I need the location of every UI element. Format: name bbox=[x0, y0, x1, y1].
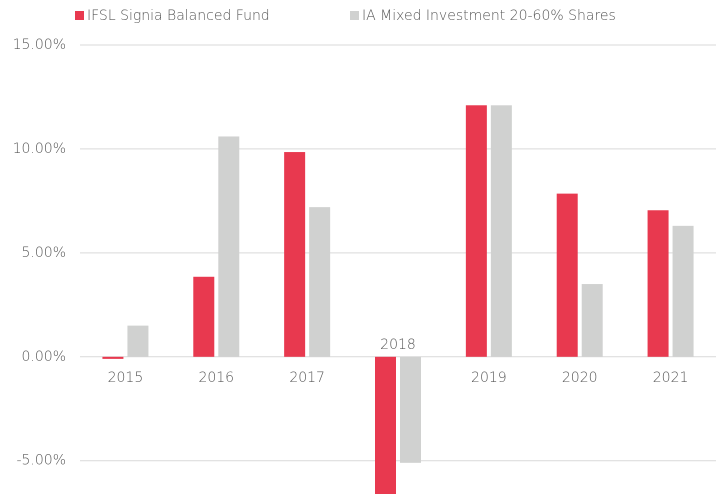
bar bbox=[556, 193, 578, 357]
x-tick-label: 2021 bbox=[653, 370, 689, 386]
y-tick-label: 5.00% bbox=[22, 245, 66, 261]
x-tick-label: 2016 bbox=[198, 370, 234, 386]
bar bbox=[218, 136, 240, 357]
y-tick-label: 10.00% bbox=[13, 141, 66, 157]
x-tick-label: 2018 bbox=[380, 337, 416, 353]
bar bbox=[127, 325, 149, 357]
bar bbox=[375, 356, 396, 494]
bar bbox=[309, 207, 331, 357]
bar bbox=[465, 105, 487, 357]
bar bbox=[400, 356, 421, 463]
bar bbox=[284, 152, 306, 357]
legend-swatch bbox=[75, 11, 84, 20]
x-tick-label: 2020 bbox=[562, 370, 598, 386]
bar bbox=[193, 276, 215, 357]
legend-label: IA Mixed Investment 20-60% Shares bbox=[362, 8, 616, 24]
bar bbox=[647, 210, 669, 357]
legend-label: IFSL Signia Balanced Fund bbox=[87, 8, 270, 24]
bar bbox=[672, 225, 694, 357]
y-tick-label: 0.00% bbox=[22, 349, 66, 365]
y-tick-label: -5.00% bbox=[16, 453, 66, 469]
bar bbox=[581, 284, 603, 357]
bar bbox=[490, 105, 512, 357]
x-tick-label: 2017 bbox=[289, 370, 325, 386]
x-tick-label: 2019 bbox=[471, 370, 507, 386]
x-tick-label: 2015 bbox=[108, 370, 144, 386]
legend-swatch bbox=[350, 11, 359, 20]
bar bbox=[102, 356, 124, 359]
y-tick-label: 15.00% bbox=[13, 37, 66, 53]
